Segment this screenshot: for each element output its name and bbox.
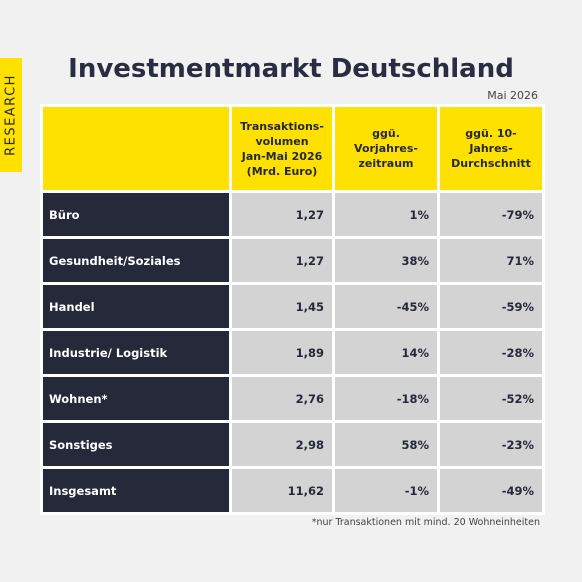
table-row: Gesundheit/Soziales 1,27 38% 71% <box>43 239 542 282</box>
cell: -79% <box>440 193 542 236</box>
cell: -45% <box>335 285 437 328</box>
table-row: Büro 1,27 1% -79% <box>43 193 542 236</box>
cell: 1,27 <box>232 239 332 282</box>
row-label: Industrie/ Logistik <box>43 331 229 374</box>
cell: 1% <box>335 193 437 236</box>
cell: 14% <box>335 331 437 374</box>
table-row: Insgesamt 11,62 -1% -49% <box>43 469 542 512</box>
cell: 71% <box>440 239 542 282</box>
cell: 11,62 <box>232 469 332 512</box>
cell: 2,76 <box>232 377 332 420</box>
cell: -18% <box>335 377 437 420</box>
title: Investmentmarkt Deutschland <box>68 54 514 84</box>
row-label: Sonstiges <box>43 423 229 466</box>
cell: -52% <box>440 377 542 420</box>
row-label: Wohnen* <box>43 377 229 420</box>
cell: -1% <box>335 469 437 512</box>
footnote: *nur Transaktionen mit mind. 20 Wohneinh… <box>311 517 540 528</box>
row-label: Büro <box>43 193 229 236</box>
row-label: Gesundheit/Soziales <box>43 239 229 282</box>
table-row: Industrie/ Logistik 1,89 14% -28% <box>43 331 542 374</box>
column-header <box>43 107 229 190</box>
cell: -28% <box>440 331 542 374</box>
cell: 38% <box>335 239 437 282</box>
cell: -23% <box>440 423 542 466</box>
table-row: Sonstiges 2,98 58% -23% <box>43 423 542 466</box>
cell: 1,27 <box>232 193 332 236</box>
side-label: RESEARCH <box>0 58 22 172</box>
row-label: Handel <box>43 285 229 328</box>
column-header: ggü. Vorjahres- zeitraum <box>335 107 437 190</box>
table-row: Wohnen* 2,76 -18% -52% <box>43 377 542 420</box>
cell: 1,89 <box>232 331 332 374</box>
column-header: ggü. 10-Jahres- Durchschnitt <box>440 107 542 190</box>
table-row: Handel 1,45 -45% -59% <box>43 285 542 328</box>
cell: -59% <box>440 285 542 328</box>
table: Transaktions- volumen Jan-Mai 2026 (Mrd.… <box>40 104 545 515</box>
row-label: Insgesamt <box>43 469 229 512</box>
cell: 58% <box>335 423 437 466</box>
table-body: Büro 1,27 1% -79% Gesundheit/Soziales 1,27 38%… <box>43 193 542 512</box>
side-label-text: RESEARCH <box>3 74 19 156</box>
date: Mai 2026 <box>487 89 538 102</box>
header-row: Transaktions- volumen Jan-Mai 2026 (Mrd.… <box>43 107 542 190</box>
cell: -49% <box>440 469 542 512</box>
column-header: Transaktions- volumen Jan-Mai 2026 (Mrd.… <box>232 107 332 190</box>
cell: 1,45 <box>232 285 332 328</box>
cell: 2,98 <box>232 423 332 466</box>
